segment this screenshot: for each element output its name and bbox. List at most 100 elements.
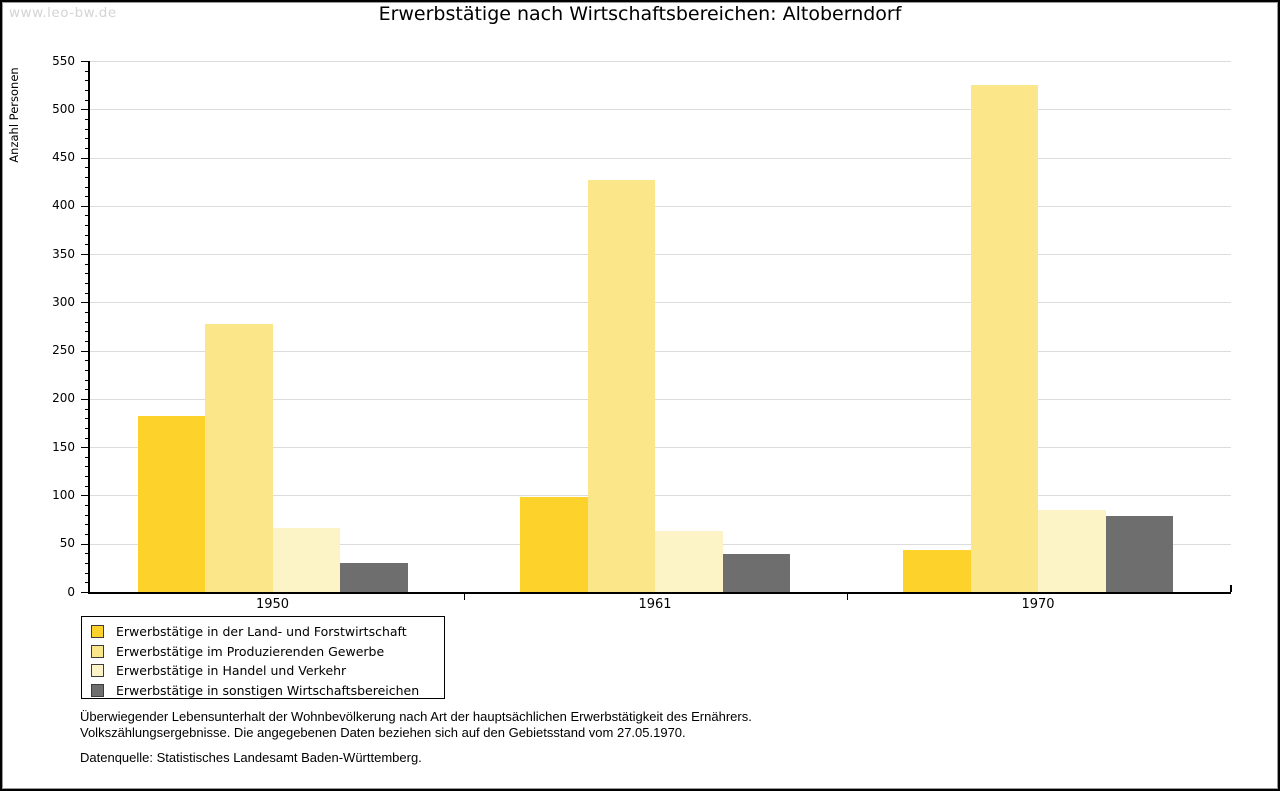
y-tick-label: 300 — [52, 294, 75, 309]
y-major-tick — [81, 302, 89, 304]
y-tick-label: 100 — [52, 487, 75, 502]
footnote-line-2: Volkszählungsergebnisse. Die angegebenen… — [80, 724, 686, 740]
y-tick-label: 550 — [52, 53, 75, 68]
y-minor-tick — [84, 225, 89, 227]
legend-color-swatch — [91, 644, 104, 658]
legend-color-swatch — [91, 683, 104, 697]
bar-1970-series-3 — [1038, 509, 1106, 592]
page-title: Erwerbstätige nach Wirtschaftsbereichen:… — [378, 3, 902, 25]
y-axis-line — [88, 61, 90, 594]
y-gridline — [89, 495, 1231, 497]
y-tick-label: 450 — [52, 150, 75, 165]
y-minor-tick — [84, 524, 89, 526]
legend-item: Erwerbstätige in sonstigen Wirtschaftsbe… — [82, 681, 444, 701]
y-major-tick — [81, 495, 89, 497]
watermark: www.leo-bw.de — [9, 5, 117, 21]
y-minor-tick — [84, 572, 89, 574]
bar-1950-series-3 — [272, 528, 340, 592]
x-axis-end-tick — [1230, 585, 1232, 592]
y-minor-tick — [84, 427, 89, 429]
y-minor-tick — [84, 437, 89, 439]
legend-color-swatch — [91, 625, 104, 639]
y-tick-label: 500 — [52, 101, 75, 116]
y-major-tick — [81, 592, 89, 593]
legend-label: Erwerbstätige in der Land- und Forstwirt… — [116, 624, 407, 640]
y-gridline — [89, 205, 1231, 207]
y-minor-tick — [84, 360, 89, 362]
y-minor-tick — [84, 553, 89, 555]
y-minor-tick — [84, 292, 89, 294]
y-minor-tick — [84, 466, 89, 468]
y-gridline — [89, 398, 1231, 400]
y-minor-tick — [84, 534, 89, 536]
y-minor-tick — [84, 244, 89, 246]
data-source: Datenquelle: Statistisches Landesamt Bad… — [80, 750, 422, 765]
bar-1961-series-1 — [520, 497, 588, 592]
bar-1950-series-2 — [205, 323, 273, 592]
y-minor-tick — [84, 186, 89, 188]
bar-1970-series-2 — [970, 85, 1038, 592]
y-minor-tick — [84, 418, 89, 420]
y-minor-tick — [84, 283, 89, 285]
y-major-tick — [81, 254, 89, 256]
y-minor-tick — [84, 70, 89, 72]
y-minor-tick — [84, 80, 89, 82]
y-minor-tick — [84, 331, 89, 333]
footnote: Überwiegender Lebensunterhalt der Wohnbe… — [80, 709, 752, 740]
y-gridline — [89, 157, 1231, 159]
y-gridline — [89, 447, 1231, 449]
legend-label: Erwerbstätige im Produzierenden Gewerbe — [116, 643, 385, 659]
y-minor-tick — [84, 118, 89, 120]
legend-item: Erwerbstätige in der Land- und Forstwirt… — [82, 622, 444, 642]
x-tick-label: 1970 — [1021, 597, 1055, 612]
y-gridline — [89, 254, 1231, 256]
bar-1961-series-4 — [722, 554, 790, 592]
bar-1961-series-3 — [655, 531, 723, 592]
y-minor-tick — [84, 485, 89, 487]
legend-label: Erwerbstätige in sonstigen Wirtschaftsbe… — [116, 682, 420, 698]
y-minor-tick — [84, 476, 89, 478]
y-major-tick — [81, 398, 89, 400]
y-tick-label: 150 — [52, 439, 75, 454]
y-minor-tick — [84, 167, 89, 169]
bar-1961-series-2 — [587, 179, 655, 592]
footnote-line-1: Überwiegender Lebensunterhalt der Wohnbe… — [80, 709, 752, 724]
y-gridline — [89, 109, 1231, 111]
y-tick-label: 50 — [59, 536, 75, 551]
y-major-tick — [81, 157, 89, 159]
y-minor-tick — [84, 99, 89, 101]
y-minor-tick — [84, 215, 89, 217]
y-minor-tick — [84, 321, 89, 323]
y-gridline — [89, 350, 1231, 352]
legend-item: Erwerbstätige in Handel und Verkehr — [82, 661, 444, 681]
y-major-tick — [81, 205, 89, 207]
bar-1950-series-1 — [137, 416, 205, 592]
legend: Erwerbstätige in der Land- und Forstwirt… — [81, 616, 445, 699]
y-minor-tick — [84, 389, 89, 391]
y-major-tick — [81, 61, 89, 62]
x-tick-label: 1961 — [638, 597, 672, 612]
y-major-tick — [81, 109, 89, 111]
y-minor-tick — [84, 128, 89, 130]
y-minor-tick — [84, 89, 89, 91]
y-tick-label: 0 — [67, 584, 75, 599]
y-minor-tick — [84, 196, 89, 198]
y-minor-tick — [84, 369, 89, 371]
y-minor-tick — [84, 505, 89, 507]
y-minor-tick — [84, 312, 89, 314]
y-gridline — [89, 61, 1231, 62]
y-minor-tick — [84, 263, 89, 265]
legend-item: Erwerbstätige im Produzierenden Gewerbe — [82, 642, 444, 662]
x-boundary-tick — [846, 594, 848, 600]
legend-label: Erwerbstätige in Handel und Verkehr — [116, 663, 347, 679]
y-minor-tick — [84, 340, 89, 342]
y-minor-tick — [84, 176, 89, 178]
y-minor-tick — [84, 379, 89, 381]
y-tick-label: 200 — [52, 391, 75, 406]
y-major-tick — [81, 350, 89, 352]
y-minor-tick — [84, 234, 89, 236]
x-tick-label: 1950 — [255, 597, 290, 612]
y-minor-tick — [84, 563, 89, 565]
y-tick-label: 350 — [52, 246, 75, 261]
